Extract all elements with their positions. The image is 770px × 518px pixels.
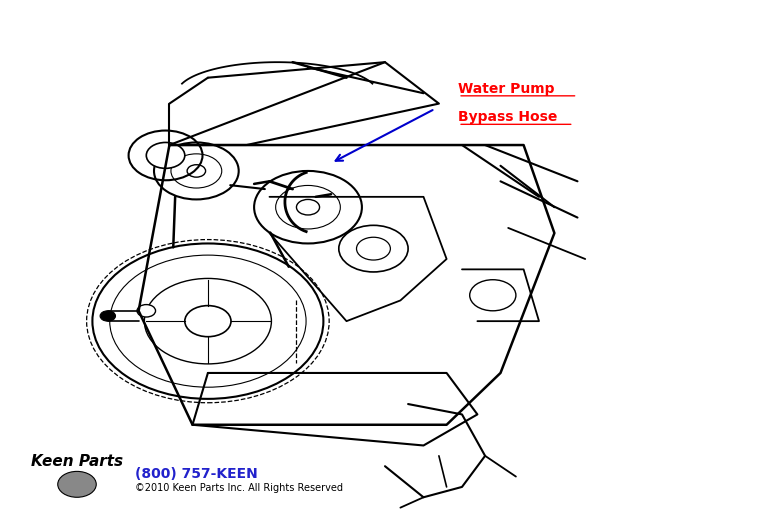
Text: Bypass Hose: Bypass Hose xyxy=(458,110,557,124)
Circle shape xyxy=(187,165,206,177)
Circle shape xyxy=(100,311,116,321)
Text: (800) 757-KEEN: (800) 757-KEEN xyxy=(135,467,257,481)
Circle shape xyxy=(146,142,185,168)
Circle shape xyxy=(137,305,156,317)
Text: ©2010 Keen Parts Inc. All Rights Reserved: ©2010 Keen Parts Inc. All Rights Reserve… xyxy=(135,483,343,493)
Text: Water Pump: Water Pump xyxy=(458,82,560,96)
Text: Keen Parts: Keen Parts xyxy=(31,454,123,469)
Circle shape xyxy=(185,306,231,337)
Circle shape xyxy=(58,471,96,497)
Circle shape xyxy=(296,199,320,215)
